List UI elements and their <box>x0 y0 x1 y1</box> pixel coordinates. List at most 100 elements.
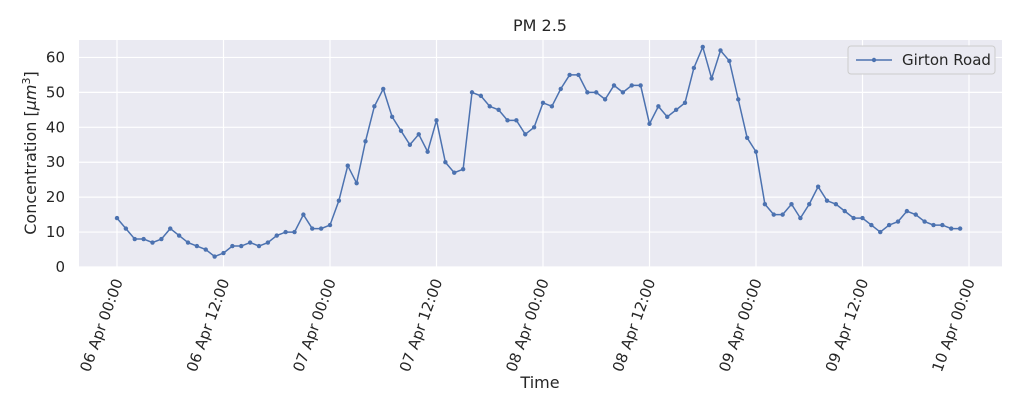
data-point <box>549 104 555 109</box>
data-point <box>531 125 537 130</box>
data-point <box>523 132 528 137</box>
data-point <box>886 222 892 228</box>
plot-background <box>79 40 1002 267</box>
data-point <box>833 201 839 207</box>
y-axis-label-end: ] <box>21 71 40 77</box>
data-point <box>123 226 129 231</box>
data-point <box>159 236 164 242</box>
data-point <box>922 219 927 224</box>
data-point <box>789 201 794 207</box>
data-point <box>496 107 501 113</box>
data-point <box>913 212 918 217</box>
y-tick-label: 40 <box>46 118 65 136</box>
x-tick-label: 10 Apr 00:00 <box>928 276 978 374</box>
data-point <box>114 215 120 221</box>
data-point <box>381 86 386 92</box>
data-point <box>860 215 865 221</box>
y-tick-labels: 0 10 20 30 40 50 60 <box>46 48 65 276</box>
data-point <box>585 90 590 95</box>
x-tick-label: 08 Apr 00:00 <box>502 276 552 374</box>
data-point <box>239 243 244 249</box>
data-point <box>398 128 404 133</box>
x-tick-label: 07 Apr 12:00 <box>396 276 446 374</box>
data-point <box>452 170 457 175</box>
data-point <box>203 247 208 252</box>
data-point <box>487 104 492 109</box>
data-point <box>638 83 643 88</box>
data-point <box>700 44 705 50</box>
data-point <box>744 135 750 140</box>
data-point <box>514 118 519 123</box>
data-point <box>283 229 288 235</box>
data-point <box>141 236 146 242</box>
data-point <box>771 212 776 217</box>
data-point <box>656 104 661 109</box>
data-point <box>318 226 324 231</box>
x-tick-labels: 06 Apr 00:00 06 Apr 12:00 07 Apr 00:00 07 A… <box>76 276 978 374</box>
x-tick-label: 09 Apr 12:00 <box>822 276 872 374</box>
data-point <box>425 149 430 154</box>
data-point <box>611 83 617 88</box>
data-point <box>478 93 484 99</box>
data-point <box>132 236 137 242</box>
data-point <box>780 212 785 217</box>
y-tick-label: 0 <box>55 258 65 276</box>
legend-box <box>847 45 996 75</box>
data-point <box>150 240 155 245</box>
data-point <box>718 48 723 53</box>
data-point <box>949 226 954 231</box>
data-point <box>709 76 714 81</box>
data-point <box>265 240 271 245</box>
data-point <box>736 97 741 102</box>
data-point <box>230 243 235 249</box>
data-point <box>247 240 253 245</box>
data-point <box>851 215 856 221</box>
data-point <box>443 160 448 165</box>
legend: Girton Road <box>847 45 996 75</box>
data-point <box>301 212 306 217</box>
data-point <box>940 222 945 228</box>
data-point <box>673 107 679 113</box>
y-tick-label: 30 <box>46 153 65 171</box>
y-axis-label-unit: μm <box>21 84 40 111</box>
data-point <box>194 243 200 249</box>
data-point <box>753 149 759 154</box>
data-point <box>957 226 963 231</box>
data-point <box>842 208 847 214</box>
x-tick-label: 06 Apr 00:00 <box>76 276 126 374</box>
data-point <box>185 240 191 245</box>
data-point <box>602 97 608 102</box>
data-point <box>310 226 315 231</box>
legend-marker-swatch <box>871 57 877 63</box>
data-point <box>620 90 626 95</box>
data-point <box>176 233 182 238</box>
data-point <box>647 121 652 127</box>
data-point <box>869 222 874 228</box>
data-point <box>931 222 936 228</box>
legend-label-girton-road: Girton Road <box>902 51 991 69</box>
data-point <box>212 254 217 259</box>
data-point <box>336 198 342 203</box>
x-axis-label: Time <box>519 373 559 392</box>
data-point <box>807 201 812 207</box>
data-point <box>878 229 883 235</box>
data-point <box>594 90 599 95</box>
x-tick-label: 07 Apr 00:00 <box>289 276 339 374</box>
data-point <box>434 118 439 123</box>
data-point <box>416 132 421 137</box>
data-point <box>274 233 279 238</box>
data-point <box>665 114 670 120</box>
chart-title: PM 2.5 <box>513 16 567 35</box>
data-point <box>682 100 688 106</box>
x-tick-label: 06 Apr 12:00 <box>183 276 233 374</box>
data-point <box>327 222 333 228</box>
x-tick-label: 09 Apr 00:00 <box>715 276 765 374</box>
data-point <box>824 198 830 203</box>
x-tick-label: 08 Apr 12:00 <box>609 276 659 374</box>
data-point <box>292 229 297 235</box>
y-axis-label-main: Concentration [ <box>21 110 40 235</box>
data-point <box>256 243 262 249</box>
y-tick-label: 50 <box>46 83 65 101</box>
y-tick-label: 10 <box>46 223 65 241</box>
data-point <box>762 201 768 207</box>
